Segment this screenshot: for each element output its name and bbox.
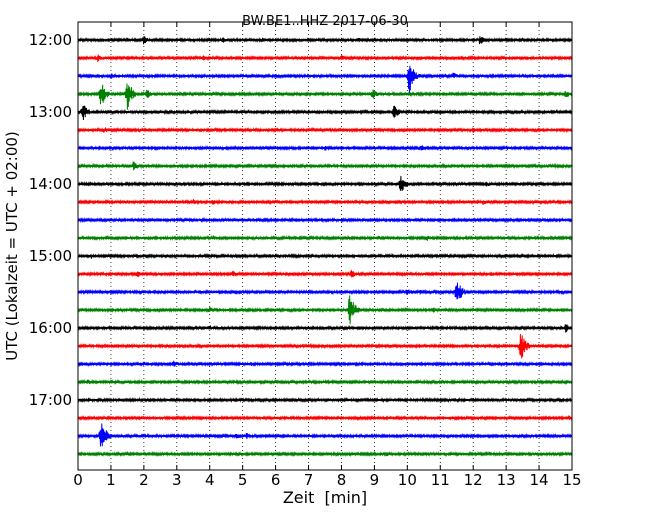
- trace-1645: [77, 378, 573, 386]
- x-tick-label: 1: [106, 471, 116, 489]
- x-tick-label: 2: [139, 471, 149, 489]
- trace-1730: [77, 423, 573, 447]
- y-tick-label: 13:00: [29, 103, 72, 121]
- trace-1200: [77, 36, 573, 45]
- trace-1230: [77, 65, 573, 94]
- x-tick-label: 11: [431, 471, 450, 489]
- trace-1245: [77, 83, 573, 110]
- trace-1545: [77, 295, 573, 325]
- trace-1630: [77, 360, 573, 368]
- plot-frame: [77, 21, 573, 471]
- y-tick-label: 15:00: [29, 247, 72, 265]
- trace-1700: [77, 396, 573, 404]
- x-axis-label: Zeit [min]: [283, 488, 367, 507]
- x-tick-label: 6: [271, 471, 281, 489]
- trace-1530: [77, 282, 573, 300]
- trace-1515: [77, 270, 573, 278]
- x-tick-label: 9: [370, 471, 380, 489]
- x-tick-label: 13: [497, 471, 516, 489]
- x-tick-label: 3: [172, 471, 182, 489]
- x-tick-label: 12: [464, 471, 483, 489]
- y-tick-label: 16:00: [29, 319, 72, 337]
- y-tick-label: 14:00: [29, 175, 72, 193]
- x-tick-label: 7: [304, 471, 314, 489]
- trace-1445: [77, 234, 573, 242]
- x-tick-label: 4: [205, 471, 215, 489]
- trace-1430: [77, 216, 573, 224]
- x-tick-label: 10: [398, 471, 417, 489]
- trace-1500: [77, 252, 573, 260]
- x-tick-label: 14: [530, 471, 549, 489]
- x-tick-label: 0: [73, 471, 83, 489]
- y-tick-label: 12:00: [29, 31, 72, 49]
- trace-1345: [77, 161, 573, 171]
- trace-1300: [77, 105, 573, 121]
- y-axis-label: UTC (Lokalzeit = UTC + 02:00): [3, 131, 21, 361]
- x-tick-label: 8: [337, 471, 347, 489]
- x-axis-ticks: 0 1 2 3 4 5 6 7 8 9 10 11 12 13 14 15: [73, 22, 582, 489]
- time-gridlines: [110, 22, 540, 470]
- y-axis-ticks: 12:00 13:00 14:00 15:00 16:00 17:00: [29, 31, 572, 409]
- seismogram-traces: [77, 36, 573, 458]
- trace-1745: [77, 450, 573, 458]
- trace-1315: [77, 126, 573, 134]
- trace-1330: [77, 144, 573, 152]
- trace-1715: [77, 414, 573, 422]
- y-tick-label: 17:00: [29, 391, 72, 409]
- trace-1215: [77, 54, 573, 62]
- trace-1600: [77, 324, 573, 333]
- x-tick-label: 5: [238, 471, 248, 489]
- trace-1415: [77, 198, 573, 206]
- trace-1400: [77, 175, 573, 192]
- x-tick-label: 15: [562, 471, 581, 489]
- trace-1615: [77, 333, 573, 359]
